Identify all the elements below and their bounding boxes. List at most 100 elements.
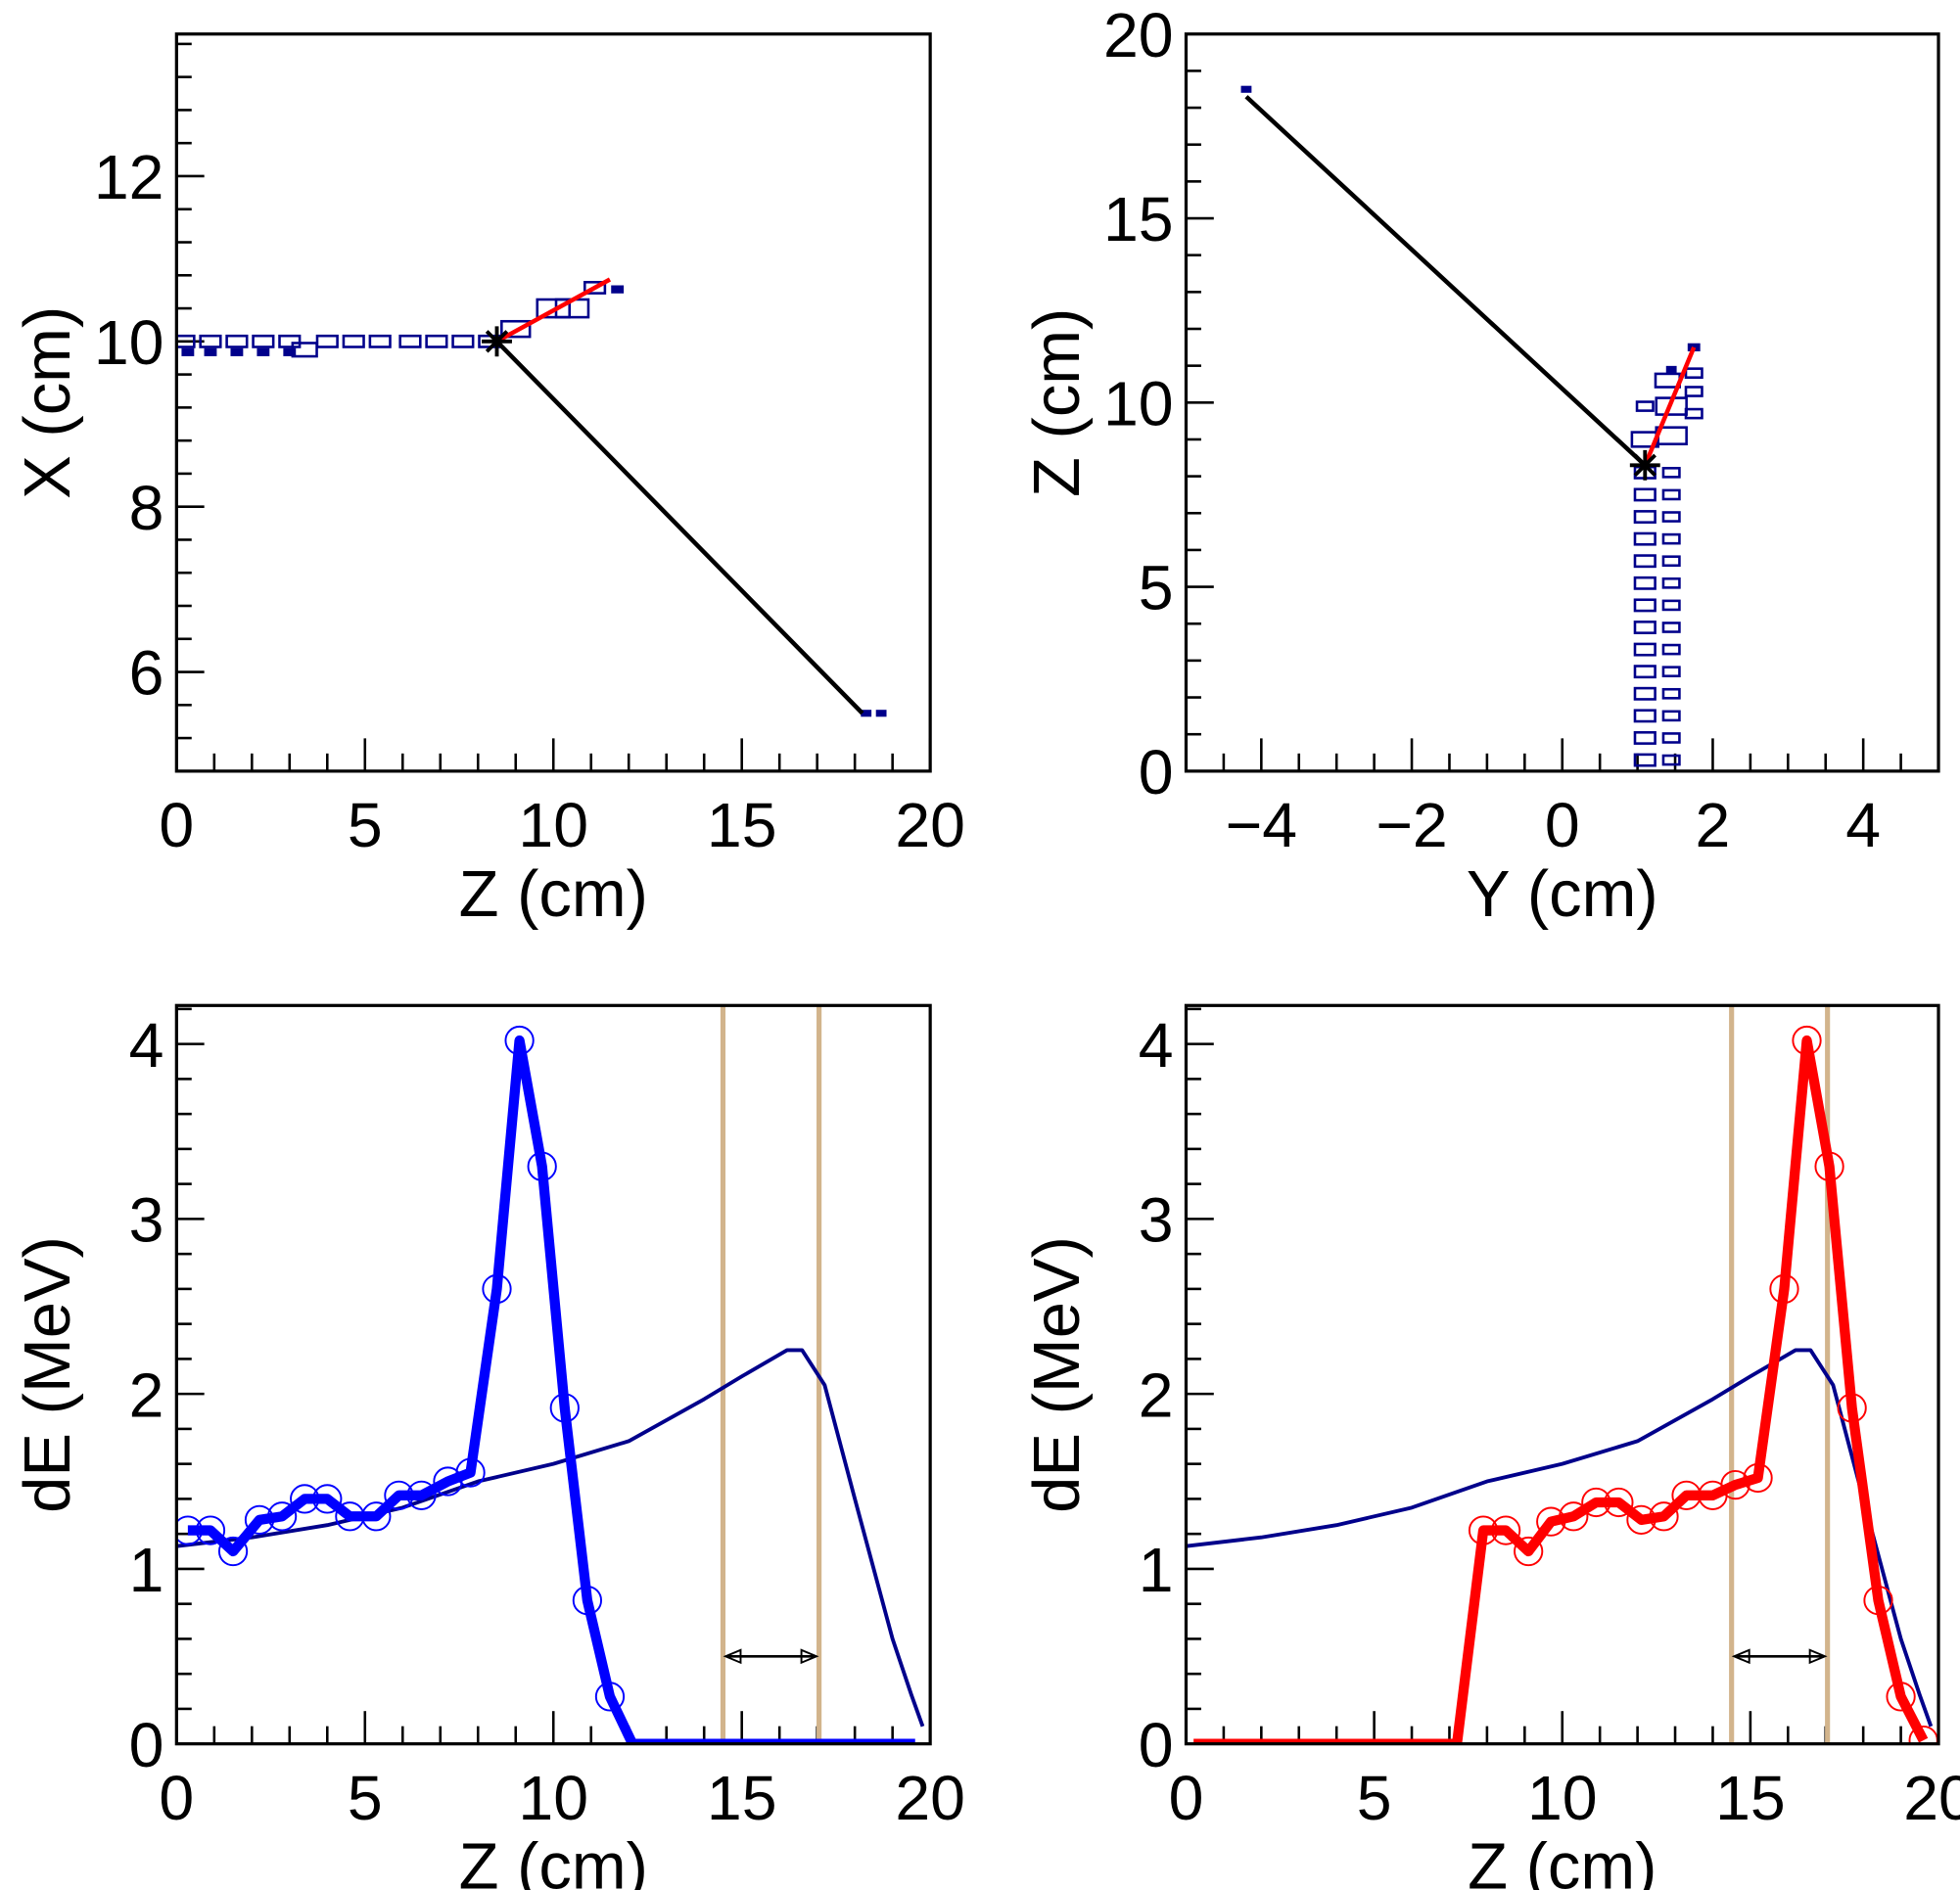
y-tick-label: 2 — [1139, 1360, 1174, 1430]
data-point — [384, 1480, 414, 1510]
y-tick-label: 20 — [1103, 0, 1174, 70]
hit-box — [1633, 753, 1657, 767]
hit-box — [1661, 687, 1681, 700]
hit-box — [291, 342, 318, 358]
hit-box — [204, 347, 217, 356]
x-tick-label: 0 — [159, 1763, 194, 1833]
data-point — [455, 1457, 486, 1488]
series-line — [187, 1035, 915, 1744]
data-point — [527, 1151, 557, 1181]
series-line — [1186, 1348, 1934, 1728]
hit-box — [1240, 85, 1252, 93]
y-tick-label: 6 — [129, 638, 164, 709]
y-tick-label: 1 — [129, 1535, 164, 1605]
hit-box — [611, 285, 625, 294]
y-tick-label: 0 — [1139, 737, 1174, 807]
y-tick-label: 10 — [1103, 368, 1174, 438]
x-axis-title: Z (cm) — [1468, 1830, 1657, 1890]
hit-box — [1684, 407, 1703, 420]
plot-frame — [1184, 32, 1940, 773]
x-tick-label: 10 — [518, 790, 588, 860]
hit-box — [176, 334, 196, 348]
hit-box — [1633, 621, 1657, 634]
data-point — [1743, 1462, 1773, 1494]
hit-box — [1633, 709, 1657, 723]
hit-box — [1633, 598, 1657, 613]
hit-box — [1661, 622, 1681, 633]
track-line — [494, 340, 864, 715]
data-point — [335, 1501, 365, 1532]
y-axis-title: dE (MeV) — [11, 1236, 84, 1513]
data-point — [1626, 1504, 1657, 1535]
y-tick-label: 2 — [129, 1360, 164, 1430]
hit-box — [1661, 467, 1681, 479]
y-tick-label: 3 — [1139, 1185, 1174, 1256]
track-line — [1244, 95, 1647, 467]
hit-box — [1633, 576, 1657, 590]
hit-box — [451, 334, 475, 348]
data-point — [406, 1480, 437, 1510]
hit-box — [1684, 386, 1703, 397]
hit-box — [536, 298, 572, 319]
data-point — [176, 1515, 203, 1545]
hit-box — [199, 334, 222, 348]
data-point — [1863, 1585, 1893, 1616]
x-tick-label: 15 — [1715, 1763, 1786, 1833]
data-point — [1649, 1501, 1679, 1532]
y-axis-title: dE (MeV) — [1020, 1236, 1094, 1513]
data-point — [1604, 1487, 1634, 1518]
data-point — [312, 1484, 343, 1514]
hit-box — [315, 334, 339, 348]
hit-box — [257, 347, 270, 356]
x-tick-label: 10 — [518, 1763, 588, 1833]
x-tick-label: 20 — [895, 1763, 965, 1833]
track-line — [495, 277, 612, 344]
panel-zy: −4 −2 0 2 4 0 5 10 15 20 Y (cm) Z (cm) — [1020, 0, 1940, 931]
data-point — [572, 1585, 603, 1616]
hit-box — [1684, 367, 1703, 379]
data-point — [244, 1504, 275, 1535]
x-tick-label: 10 — [1527, 1763, 1598, 1833]
hit-box — [1633, 531, 1657, 546]
data-point — [1514, 1536, 1544, 1567]
x-tick-label: 5 — [348, 790, 383, 860]
x-tick-label: 20 — [895, 790, 965, 860]
x-tick-label: 20 — [1903, 1763, 1960, 1833]
data-point — [217, 1536, 249, 1567]
hit-box — [1661, 555, 1681, 568]
data-point — [1814, 1151, 1844, 1181]
hit-box — [278, 334, 302, 348]
hit-box — [1661, 511, 1681, 523]
data-point — [1468, 1515, 1499, 1545]
y-tick-label: 3 — [129, 1185, 164, 1256]
data-point — [1536, 1506, 1566, 1537]
y-tick-label: 0 — [129, 1710, 164, 1780]
hit-box — [1633, 487, 1657, 502]
hit-box — [1665, 365, 1677, 373]
plot-area — [1186, 1005, 1938, 1744]
hit-box — [1661, 643, 1681, 656]
hit-box — [1661, 710, 1681, 722]
data-point — [1490, 1515, 1521, 1545]
x-tick-label: 15 — [707, 790, 777, 860]
plot-frame — [174, 32, 932, 773]
x-axis-title: Z (cm) — [459, 857, 648, 931]
data-point — [433, 1466, 463, 1497]
hit-box — [398, 334, 422, 348]
hit-box — [1633, 642, 1657, 657]
hit-box — [1661, 576, 1681, 589]
x-tick-label: 0 — [1169, 1763, 1204, 1833]
data-point — [290, 1484, 320, 1514]
hit-box — [1661, 732, 1681, 744]
data-point — [361, 1501, 392, 1532]
x-tick-label: 0 — [1545, 790, 1580, 860]
hit-box — [1661, 666, 1681, 677]
x-tick-label: 4 — [1845, 790, 1881, 860]
y-axis-title: Z (cm) — [1020, 308, 1094, 497]
track-line — [1643, 346, 1697, 467]
y-tick-label: 5 — [1139, 553, 1174, 623]
plot-area — [176, 277, 887, 717]
y-tick-label: 4 — [129, 1010, 164, 1081]
hit-box — [1630, 431, 1659, 448]
